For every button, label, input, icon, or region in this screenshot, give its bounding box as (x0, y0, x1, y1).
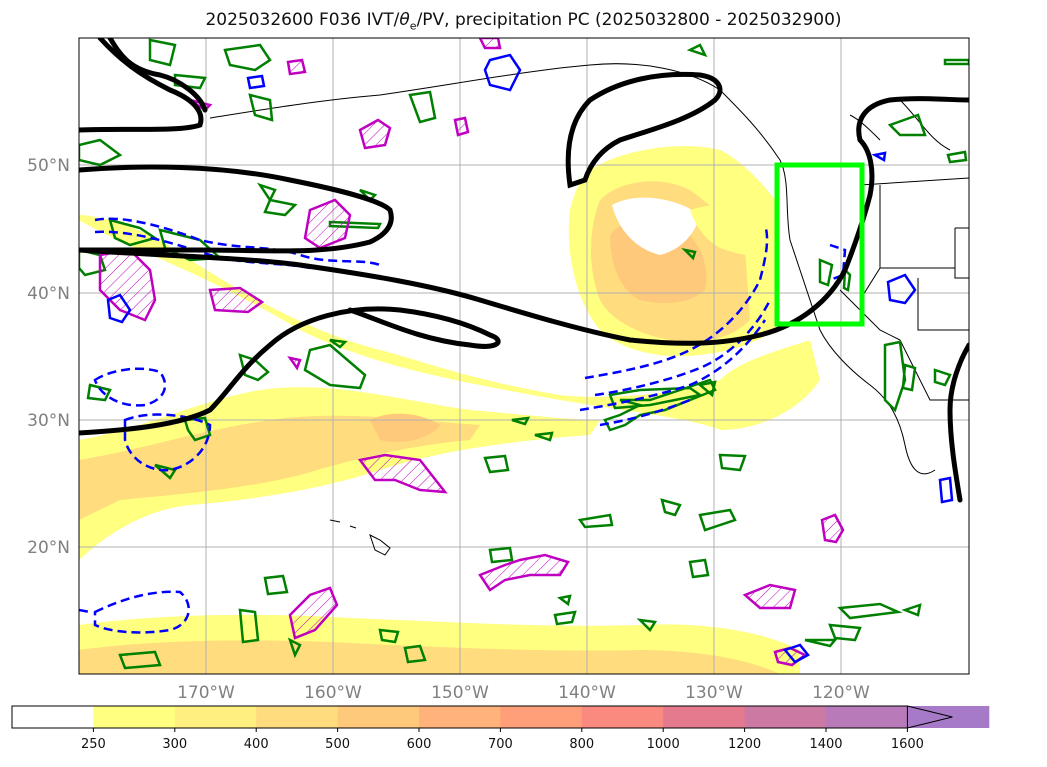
colorbar-tick-label: 800 (569, 737, 594, 752)
colorbar-segment (663, 706, 746, 728)
map-title: 2025032600 F036 IVT/θe/PV, precipitation… (205, 10, 842, 33)
colorbar-tick-label: 400 (244, 737, 269, 752)
colorbar-tick-label: 1400 (809, 737, 842, 752)
lon-label: 150°W (431, 683, 489, 703)
colorbar-segment (500, 706, 583, 728)
colorbar-segment (581, 706, 664, 728)
colorbar-segment (419, 706, 501, 728)
ivt-shading (79, 146, 820, 674)
colorbar: 250 300 400 500 600 700 800 1000 1200 1400 1600 (11, 705, 990, 752)
theta-e-solid-contours (106, 53, 954, 664)
map-plot-area (79, 38, 969, 674)
ivt-black-contours (79, 38, 969, 503)
highlight-box (774, 162, 865, 327)
colorbar-segment (744, 706, 827, 728)
lon-label: 170°W (177, 683, 235, 703)
lat-label: 30°N (27, 411, 70, 431)
lat-label: 20°N (27, 538, 70, 558)
longitude-labels: 170°W 160°W 150°W 140°W 130°W 120°W (177, 683, 870, 703)
colorbar-segment (174, 706, 257, 728)
colorbar-tick-label: 250 (81, 737, 106, 752)
colorbar-segment (93, 706, 176, 728)
colorbar-tick-label: 300 (162, 737, 187, 752)
pv-magenta-contours (98, 38, 845, 667)
colorbar-tick-label: 1000 (647, 737, 680, 752)
colorbar-outline (11, 705, 908, 729)
lon-label: 130°W (685, 683, 743, 703)
colorbar-under-segment (12, 706, 94, 728)
colorbar-tick-label: 500 (325, 737, 350, 752)
colorbar-tick-label: 700 (488, 737, 513, 752)
coastlines (209, 63, 969, 556)
colorbar-tick-label: 1600 (891, 737, 924, 752)
lat-label: 40°N (27, 284, 70, 304)
theta-e-dashed-contours (79, 217, 847, 634)
colorbar-tick-label: 1200 (728, 737, 761, 752)
lon-label: 160°W (304, 683, 362, 703)
colorbar-segment (256, 706, 339, 728)
latitude-labels: 50°N 40°N 30°N 20°N (27, 156, 70, 558)
pv-green-contours (79, 38, 969, 670)
colorbar-extend-arrow (906, 705, 953, 729)
colorbar-tick-label: 600 (407, 737, 432, 752)
lat-label: 50°N (27, 156, 70, 176)
colorbar-segment (337, 706, 420, 728)
lon-label: 120°W (812, 683, 870, 703)
lon-label: 140°W (558, 683, 616, 703)
colorbar-segment (826, 706, 908, 728)
map-frame (78, 37, 970, 675)
